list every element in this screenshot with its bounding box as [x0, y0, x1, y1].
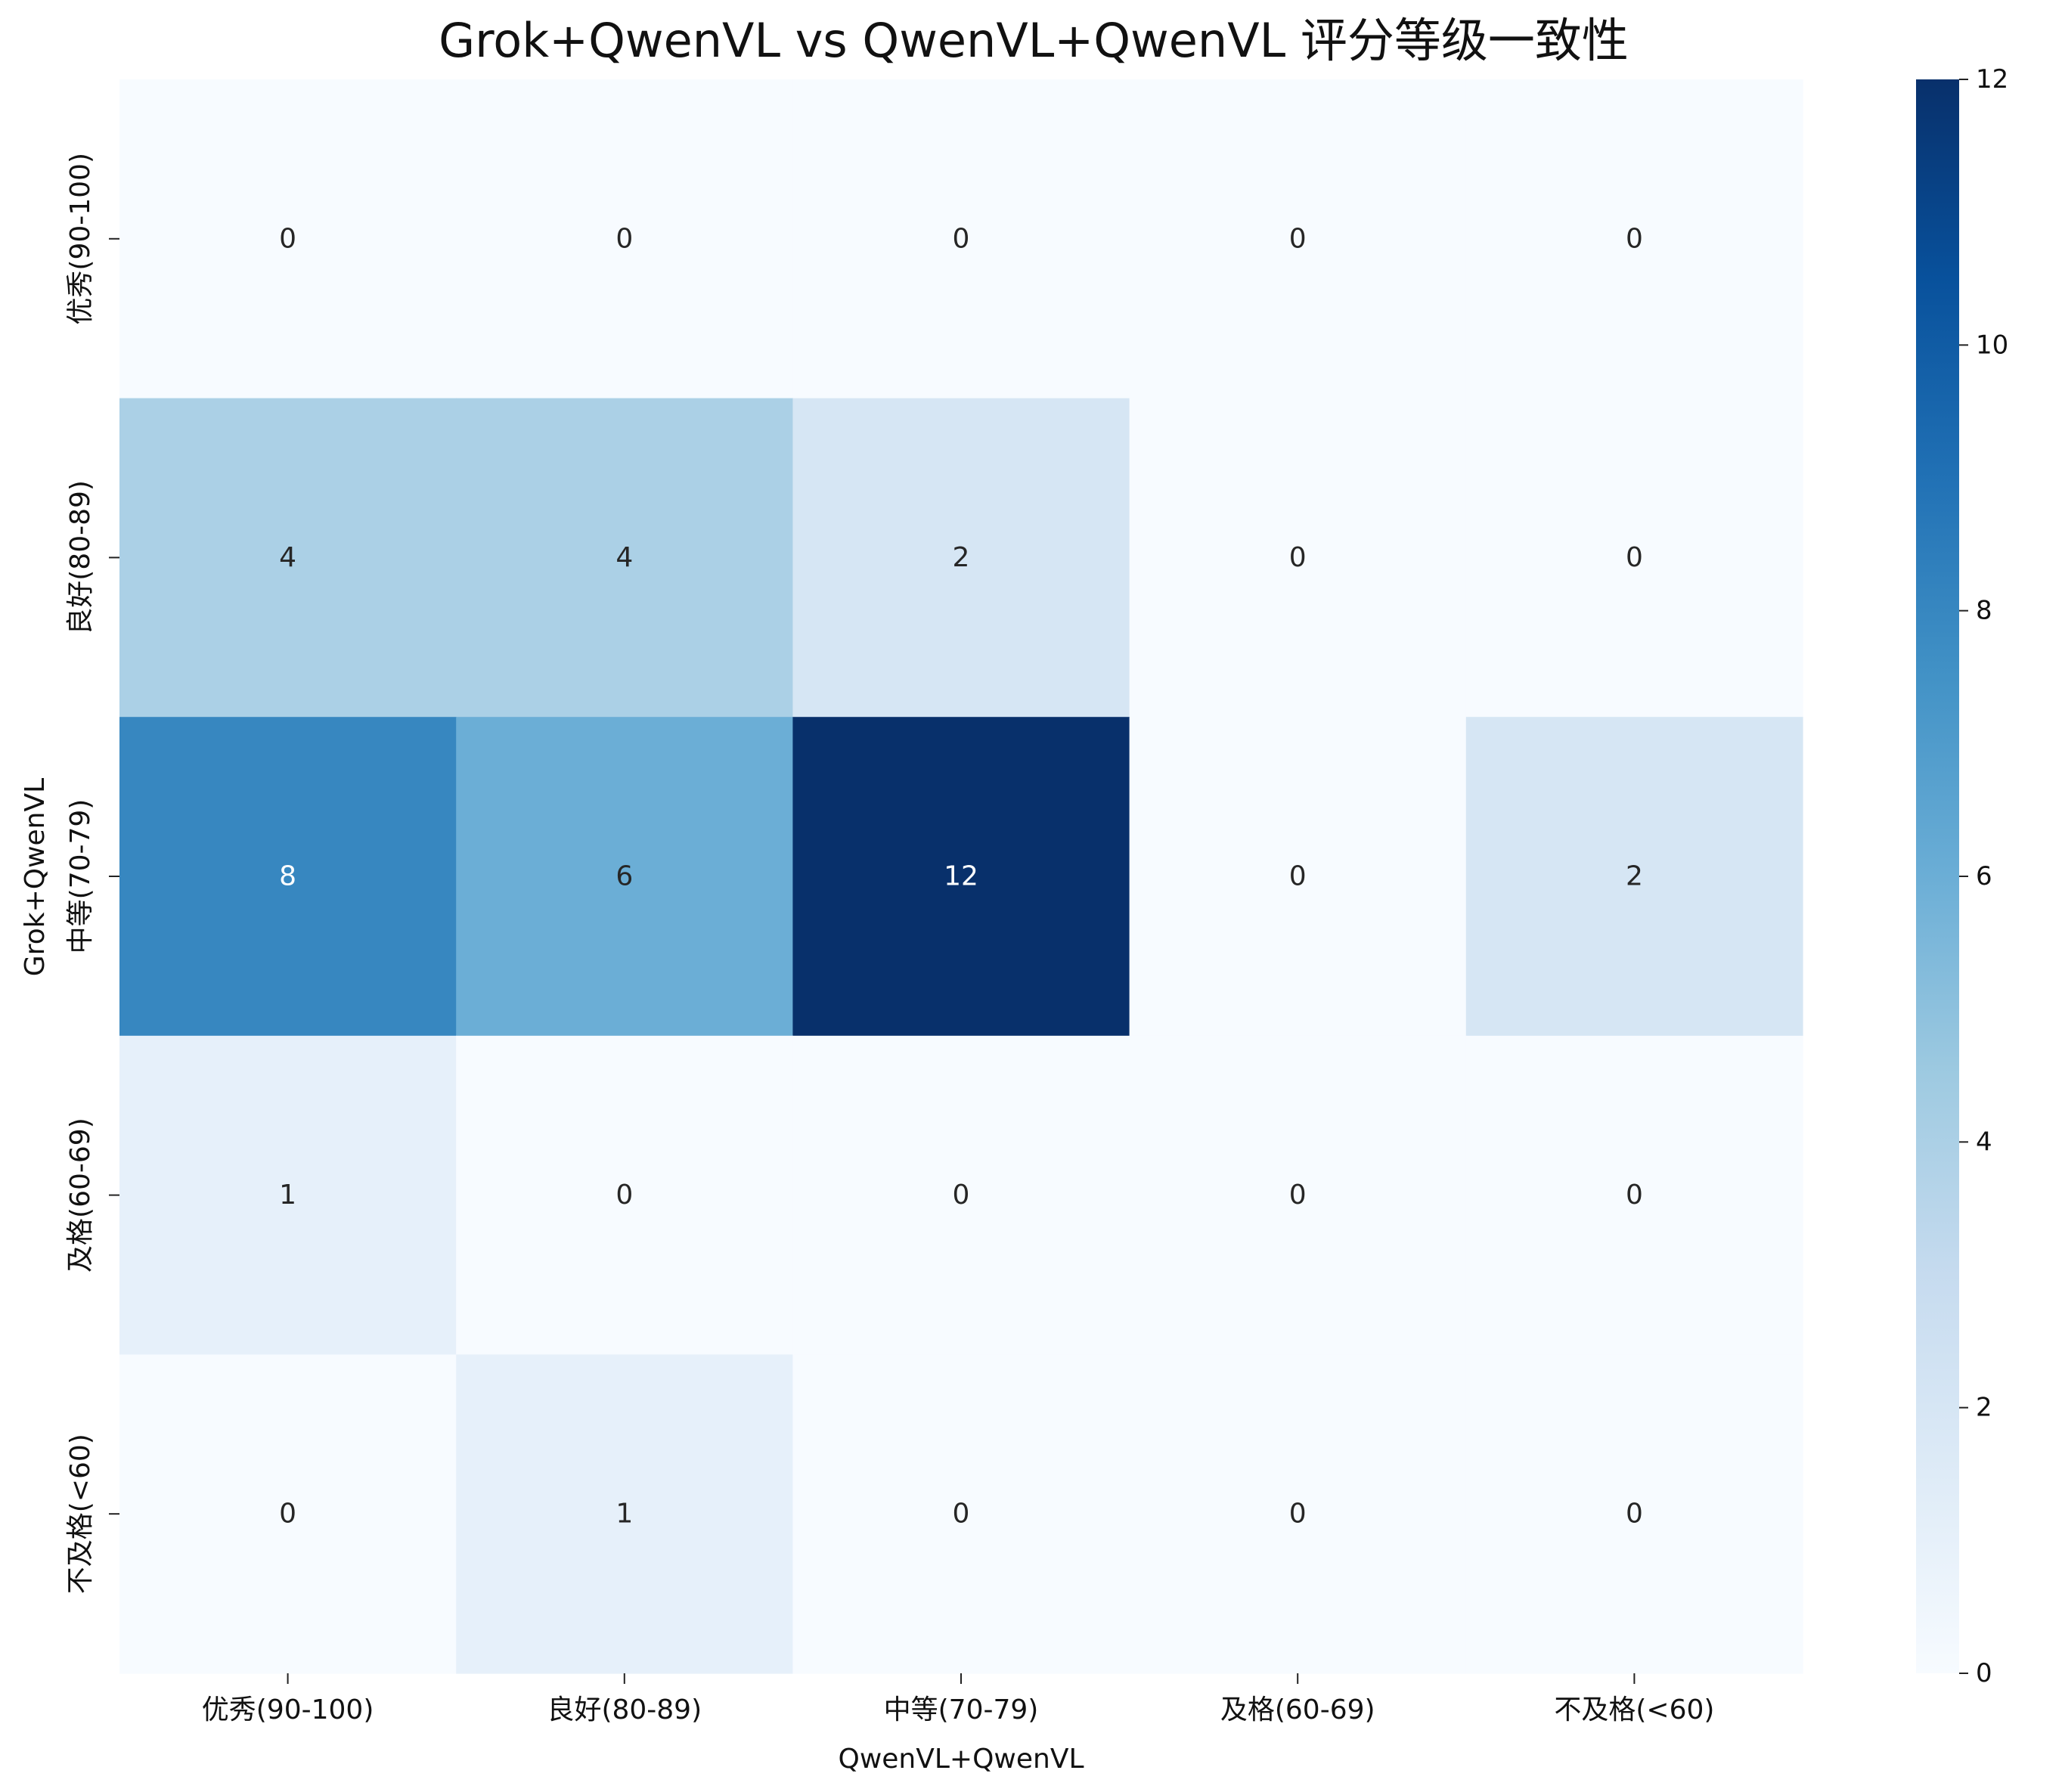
- heatmap-cell-value: 6: [615, 861, 633, 892]
- heatmap-cell-value: 2: [1626, 861, 1643, 892]
- colorbar-tick-label: 0: [1976, 1658, 1992, 1688]
- chart-title: Grok+QwenVL vs QwenVL+QwenVL 评分等级一致性: [439, 13, 1629, 68]
- heatmap-cell-value: 0: [1289, 1499, 1307, 1530]
- heatmap-cell-value: 0: [615, 223, 633, 254]
- heatmap-cell-value: 4: [279, 542, 296, 573]
- heatmap-cell-value: 12: [944, 861, 978, 892]
- heatmap-cell: [119, 1354, 457, 1674]
- heatmap-cell: [792, 398, 1130, 718]
- x-tick-label: 中等(70-79): [884, 1694, 1039, 1725]
- x-axis-label: QwenVL+QwenVL: [838, 1744, 1084, 1775]
- y-tick-label: 良好(80-89): [65, 480, 96, 635]
- y-tick-label: 及格(60-69): [65, 1118, 96, 1273]
- heatmap-cell: [456, 79, 793, 399]
- colorbar-tick-label: 6: [1976, 861, 1992, 891]
- heatmap-cell: [456, 1354, 793, 1674]
- y-tick-label: 优秀(90-100): [65, 153, 96, 325]
- colorbar-tick-label: 10: [1976, 330, 2008, 360]
- heatmap-cell-value: 2: [953, 542, 970, 573]
- heatmap-cell-value: 0: [1289, 223, 1307, 254]
- heatmap-cell: [792, 717, 1130, 1037]
- colorbar-tick-label: 8: [1976, 596, 1992, 626]
- colorbar-tick-label: 12: [1976, 64, 2008, 95]
- y-axis-ticks: 优秀(90-100) 良好(80-89) 中等(70-79) 及格(60-69) 不及格…: [65, 153, 119, 1594]
- heatmap-cell: [119, 1035, 457, 1355]
- x-axis-ticks: 优秀(90-100) 良好(80-89) 中等(70-79) 及格(60-69) 不及格…: [202, 1673, 1714, 1725]
- heatmap-cell: [1465, 717, 1803, 1037]
- heatmap-cell: [1465, 1035, 1803, 1355]
- x-tick-label: 良好(80-89): [547, 1694, 702, 1725]
- heatmap-cell-value: 1: [279, 1180, 296, 1211]
- heatmap-cell: [1129, 398, 1467, 718]
- colorbar-tick-label: 2: [1976, 1393, 1992, 1423]
- heatmap-cell: [792, 79, 1130, 399]
- heatmap-cell-value: 0: [279, 1499, 296, 1530]
- heatmap-cell-value: 0: [279, 223, 296, 254]
- heatmap-cell: [456, 398, 793, 718]
- heatmap-cell-labels: 0 0 0 0 0 4 4 2 0 0 8 6 12 0 2 1 0 0 0 0 0 1 0 0 0: [279, 223, 1643, 1529]
- heatmap-cell: [792, 1035, 1130, 1355]
- heatmap-cell-value: 0: [953, 1180, 970, 1211]
- heatmap-cell-value: 0: [615, 1180, 633, 1211]
- heatmap-cell: [1465, 1354, 1803, 1674]
- heatmap-cell: [792, 1354, 1130, 1674]
- heatmap-cell: [1465, 79, 1803, 399]
- heatmap-cell: [119, 717, 457, 1037]
- heatmap-cell-value: 8: [279, 861, 296, 892]
- colorbar-tick-label: 4: [1976, 1127, 1992, 1157]
- heatmap-cell: [1465, 398, 1803, 718]
- heatmap-cell: [1129, 79, 1467, 399]
- heatmap-cell-value: 4: [615, 542, 633, 573]
- x-tick-label: 不及格(<60): [1554, 1694, 1714, 1725]
- heatmap-cell-value: 0: [1289, 1180, 1307, 1211]
- heatmap-cell-value: 0: [953, 1499, 970, 1530]
- heatmap-cell-value: 1: [615, 1499, 633, 1530]
- heatmap-cell-value: 0: [1289, 861, 1307, 892]
- y-tick-label: 中等(70-79): [65, 799, 96, 954]
- heatmap-cell: [456, 717, 793, 1037]
- heatmap-cell-value: 0: [1626, 1180, 1643, 1211]
- heatmap-cell: [456, 1035, 793, 1355]
- heatmap-cell-value: 0: [1289, 542, 1307, 573]
- heatmap-cell-value: 0: [953, 223, 970, 254]
- heatmap-cell: [1129, 1354, 1467, 1674]
- heatmap-cells: [119, 79, 1803, 1674]
- heatmap-cell-value: 0: [1626, 223, 1643, 254]
- colorbar: [1916, 79, 1959, 1673]
- heatmap-cell: [119, 398, 457, 718]
- y-tick-label: 不及格(<60): [65, 1434, 96, 1594]
- x-tick-label: 优秀(90-100): [202, 1694, 374, 1725]
- y-axis-label: Grok+QwenVL: [20, 778, 51, 976]
- heatmap-cell: [1129, 1035, 1467, 1355]
- x-tick-label: 及格(60-69): [1220, 1694, 1375, 1725]
- heatmap-cell: [1129, 717, 1467, 1037]
- heatmap-cell-value: 0: [1626, 542, 1643, 573]
- heatmap-cell: [119, 79, 457, 399]
- heatmap-cell-value: 0: [1626, 1499, 1643, 1530]
- colorbar-ticks: 0 2 4 6 8 10 12: [1959, 64, 2008, 1688]
